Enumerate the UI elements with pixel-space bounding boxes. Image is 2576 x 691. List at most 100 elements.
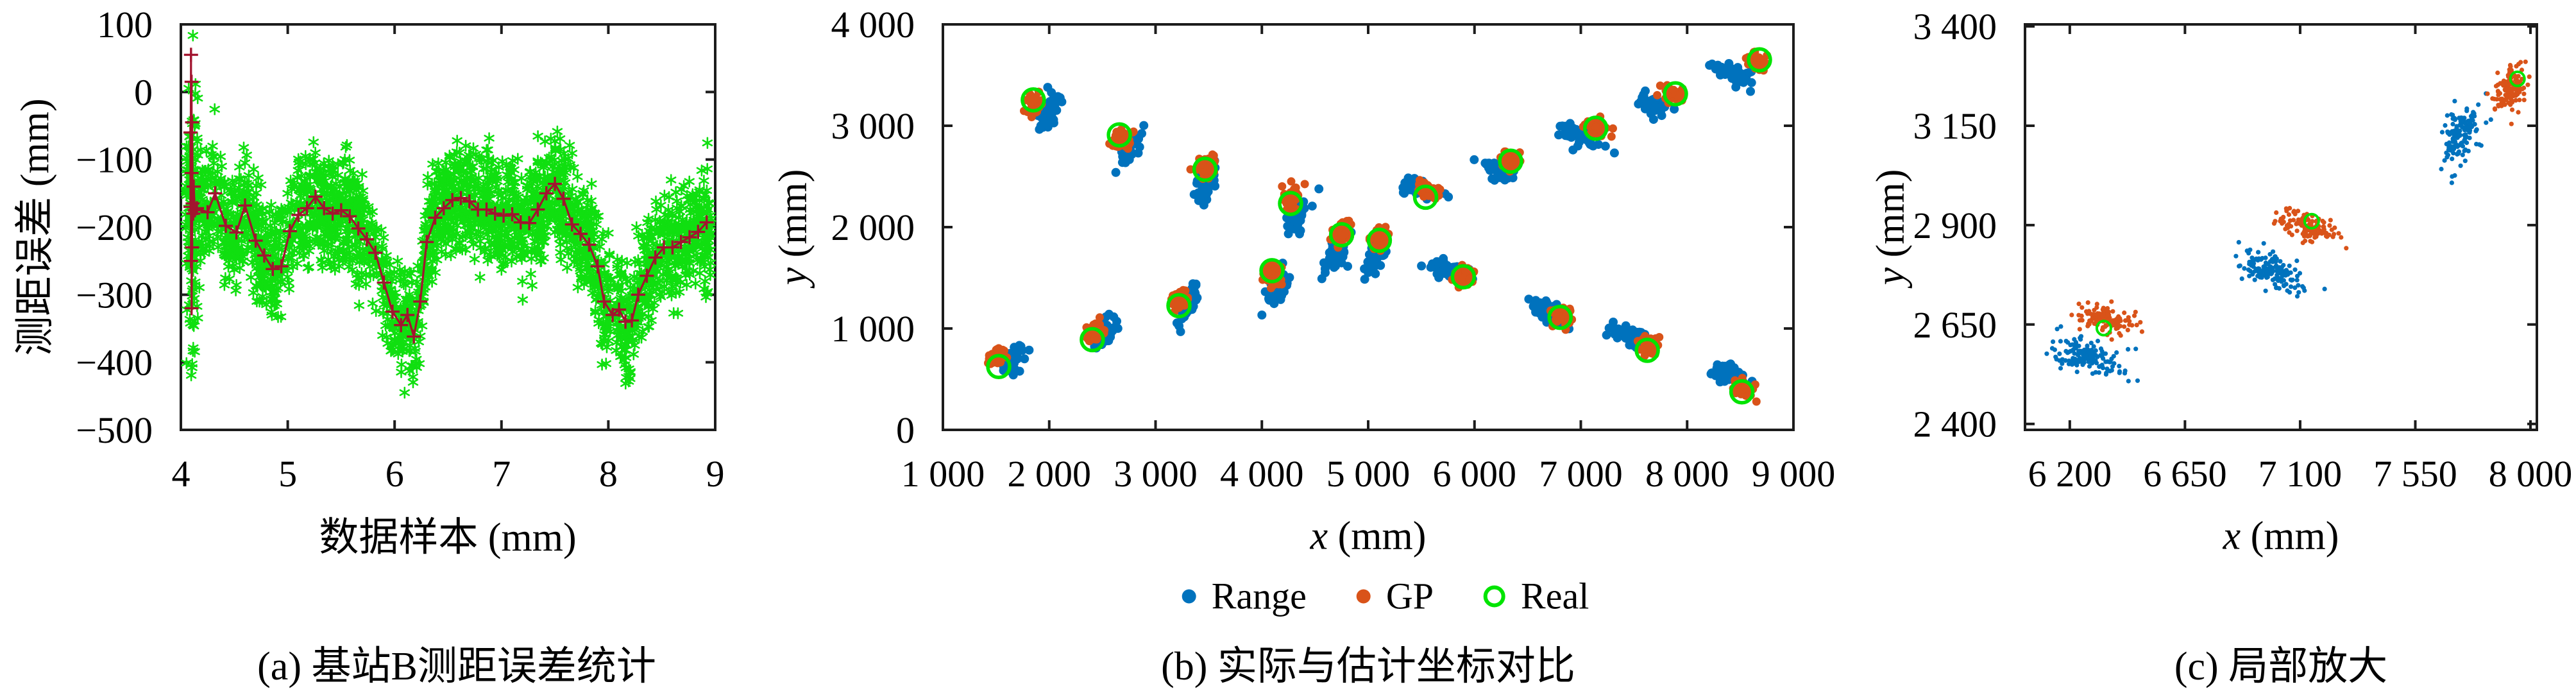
plot-c-x-tick-label: 6 200: [2028, 453, 2112, 495]
real-position-circle: [1166, 293, 1192, 319]
plot-b-x-tick-label: 7 000: [1539, 453, 1623, 495]
plot-b-y-tick-label: 1 000: [831, 308, 915, 350]
plot-c-y-tick-label: 3 150: [1913, 105, 1997, 147]
plot-a-x-tick-label: 8: [599, 453, 618, 495]
plot-c-y-tick-label: 2 650: [1913, 304, 1997, 346]
real-position-circle: [1278, 191, 1303, 216]
plot-c-caption-text: (c) 局部放大: [2174, 645, 2387, 688]
plot-b-x-tick-label: 8 000: [1645, 453, 1729, 495]
real-position-circle: [1547, 304, 1573, 330]
plot-b-x-tick-label: 6 000: [1433, 453, 1517, 495]
plot-c-y-tick-label: 2 900: [1913, 205, 1997, 246]
plot-a-x-tick-label: 4: [172, 453, 191, 495]
plot-c-x-var: x: [2223, 515, 2241, 558]
real-position-circle: [1412, 184, 1439, 210]
plot-a-y-tick-label: −200: [76, 207, 153, 248]
real-position-circle: [1259, 258, 1285, 284]
real-position-circle: [2095, 320, 2112, 337]
plot-a-x-tick-labels: 4 5 6 7 8 9: [172, 453, 725, 495]
plot-c-x-axis-title: x (mm): [2223, 514, 2339, 559]
plot-b-x-tick-label: 5 000: [1326, 453, 1411, 495]
plot-a-y-tick-label: −300: [76, 274, 153, 316]
range-legend-dot-icon: [1182, 589, 1196, 603]
real-position-circle: [1663, 81, 1688, 107]
legend-label-real: Real: [1521, 575, 1589, 618]
plot-c-axes: 6 200 6 650 7 100 7 550 8 000 2 400 2 650 2 900…: [1913, 6, 2573, 495]
real-position-circle: [1498, 148, 1523, 175]
plot-c-x-tick-label: 7 550: [2373, 453, 2457, 495]
plot-a-x-axis-title: 数据样本 (mm): [319, 504, 576, 562]
plot-b-x-tick-label: 2 000: [1008, 453, 1092, 495]
plot-c-x-tick-label: 8 000: [2489, 453, 2573, 495]
plot-b-x-tick-label: 9 000: [1752, 453, 1836, 495]
legend-item-real: Real: [1484, 575, 1589, 618]
plot-a-y-tick-label: 0: [134, 71, 153, 113]
plot-a-y-tick-label: −400: [76, 342, 153, 384]
plot-c-ticks: [2025, 24, 2537, 430]
plot-a-axes: 4 5 6 7 8 9 100 0 −100 −200 −300 −400 −500: [76, 4, 724, 495]
plot-b-y-axis-title: y (mm): [771, 169, 817, 286]
legend-item-range: Range: [1182, 575, 1307, 618]
plot-b-axes: 1 000 2 000 3 000 4 000 5 000 6 000 7 000 8 000…: [831, 4, 1836, 495]
plot-b-caption-text: (b) 实际与估计坐标对比: [1161, 645, 1575, 688]
plot-b-y-tick-label: 0: [896, 409, 915, 451]
plot-c-real-series: [2095, 70, 2526, 337]
plot-c-frame: [2024, 23, 2538, 431]
plot-b-x-tick-label: 4 000: [1220, 453, 1304, 495]
plot-a-y-tick-label: −500: [76, 409, 153, 451]
real-position-circle: [1192, 157, 1218, 182]
plot-c-range-series: [2044, 91, 2493, 384]
plot-c-y-unit: (mm): [1869, 169, 1913, 268]
plot-c-y-axis-title: y (mm): [1868, 169, 1914, 286]
real-position-circle: [1450, 264, 1477, 290]
plot-b-y-tick-labels: 0 1 000 2 000 3 000 4 000: [831, 4, 915, 451]
real-position-circle: [1328, 222, 1355, 248]
plot-b-caption: (b) 实际与估计坐标对比: [1161, 633, 1575, 691]
plot-c-x-tick-label: 6 650: [2143, 453, 2227, 495]
legend-label-range: Range: [1212, 575, 1307, 618]
plot-a-error-sample-series: [180, 29, 716, 399]
plot-a-y-axis-title-text: 测距误差 (mm): [13, 98, 57, 355]
plot-b-x-tick-labels: 1 000 2 000 3 000 4 000 5 000 6 000 7 000 8 000…: [901, 453, 1836, 495]
plot-a-mean-line-series: [183, 47, 714, 344]
real-position-circle: [1106, 122, 1132, 148]
plot-a-y-tick-label: −100: [76, 139, 153, 181]
plot-b-x-tick-label: 3 000: [1114, 453, 1198, 495]
plot-a-x-axis-title-text: 数据样本 (mm): [319, 516, 576, 559]
plot-c-x-unit: (mm): [2241, 515, 2339, 558]
plot-b-y-tick-label: 3 000: [831, 105, 915, 147]
real-position-circle: [2509, 70, 2526, 87]
plot-c-x-tick-label: 7 100: [2258, 453, 2343, 495]
real-position-circle: [1021, 87, 1046, 113]
plot-b-x-var: x: [1310, 515, 1328, 558]
plot-b-x-unit: (mm): [1328, 515, 1427, 558]
plot-b-y-var: y: [772, 268, 815, 286]
plot-b-ticks: [942, 23, 1795, 431]
plot-c-y-tick-labels: 2 400 2 650 2 900 3 150 3 400: [1913, 6, 1997, 445]
real-position-circle: [2303, 212, 2320, 230]
legend-item-gp: GP: [1356, 575, 1434, 618]
plot-c-x-tick-labels: 6 200 6 650 7 100 7 550 8 000: [2028, 453, 2573, 495]
real-position-circle: [1582, 115, 1609, 141]
plot-c-gp-series: [2069, 59, 2532, 342]
real-position-circle: [1634, 337, 1660, 363]
plot-b-legend: Range GP Real: [1182, 575, 1589, 618]
real-position-circle: [1747, 47, 1772, 73]
plot-a-y-tick-label: 100: [97, 4, 153, 46]
real-position-circle: [1366, 227, 1393, 253]
plot-a-x-tick-label: 9: [706, 453, 725, 495]
plot-a-caption-text: (a) 基站B测距误差统计: [257, 645, 656, 688]
plot-c-y-tick-label: 2 400: [1913, 404, 1997, 445]
plot-b-x-tick-label: 1 000: [901, 453, 985, 495]
plot-c-y-tick-label: 3 400: [1913, 6, 1997, 47]
plot-a-y-axis-title: 测距误差 (mm): [2, 98, 60, 355]
plot-b-real-series: [986, 47, 1772, 405]
plot-a-x-tick-label: 5: [278, 453, 297, 495]
real-position-circle: [1729, 379, 1755, 405]
plot-a-ticks: [180, 23, 716, 431]
plot-b-y-unit: (mm): [772, 169, 815, 268]
plot-c-caption: (c) 局部放大: [2174, 633, 2387, 691]
legend-label-gp: GP: [1386, 575, 1434, 618]
